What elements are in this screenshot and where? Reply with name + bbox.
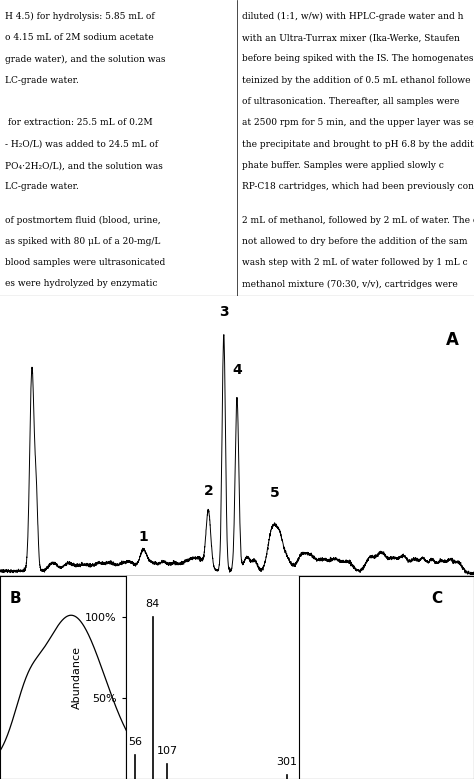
Text: with an Ultra-Turrax mixer (Ika-Werke, Staufen: with an Ultra-Turrax mixer (Ika-Werke, S… xyxy=(242,33,460,42)
Text: o 4.15 mL of 2M sodium acetate: o 4.15 mL of 2M sodium acetate xyxy=(5,33,154,42)
Text: of postmortem fluid (blood, urine,: of postmortem fluid (blood, urine, xyxy=(5,216,160,224)
Text: 50 μL was injected for HPLC analysis.: 50 μL was injected for HPLC analysis. xyxy=(242,386,417,395)
Text: grade water), and the solution was: grade water), and the solution was xyxy=(5,55,165,64)
Text: H 4.5) for hydrolysis: 5.85 mL of: H 4.5) for hydrolysis: 5.85 mL of xyxy=(5,12,155,21)
Text: not allowed to dry before the addition of the sam: not allowed to dry before the addition o… xyxy=(242,237,467,246)
Text: RP-C18 cartridges, which had been previously conc: RP-C18 cartridges, which had been previo… xyxy=(242,182,474,192)
Text: LC-grade water.: LC-grade water. xyxy=(5,182,79,192)
Text: maximum vacuum for 20 min, and the analytes: maximum vacuum for 20 min, and the analy… xyxy=(242,301,458,310)
Y-axis label: Abundance: Abundance xyxy=(72,647,82,709)
Text: phate buffer. Samples were applied slowly c: phate buffer. Samples were applied slowl… xyxy=(242,161,444,170)
Text: B: B xyxy=(10,590,22,605)
Text: diluted (1:1, w/w) with HPLC-grade water and h: diluted (1:1, w/w) with HPLC-grade water… xyxy=(242,12,463,21)
Text: 2: 2 xyxy=(203,484,213,498)
Text: 4: 4 xyxy=(233,363,243,377)
Text: C: C xyxy=(431,590,442,605)
Text: PO₄·2H₂O/L), and the solution was: PO₄·2H₂O/L), and the solution was xyxy=(5,161,163,170)
Text: for extraction: 25.5 mL of 0.2M: for extraction: 25.5 mL of 0.2M xyxy=(5,118,152,128)
Text: teinized by the addition of 0.5 mL ethanol followe: teinized by the addition of 0.5 mL ethan… xyxy=(242,76,470,85)
Text: of ultrasonication. Thereafter, all samples were: of ultrasonication. Thereafter, all samp… xyxy=(242,97,459,106)
Text: 301: 301 xyxy=(276,757,297,767)
Text: 2 mL of methanol, followed by 2 mL of water. The co: 2 mL of methanol, followed by 2 mL of wa… xyxy=(242,216,474,224)
Text: LC-grade water.: LC-grade water. xyxy=(5,76,79,85)
Text: were reconstituted in 80 μL of the mobile phase (so: were reconstituted in 80 μL of the mobil… xyxy=(242,365,474,374)
Text: as spiked with 80 μL of a 20-mg/L: as spiked with 80 μL of a 20-mg/L xyxy=(5,237,160,246)
Text: blood samples were ultrasonicated: blood samples were ultrasonicated xyxy=(5,258,165,267)
Text: 5: 5 xyxy=(270,486,279,500)
Text: 1: 1 xyxy=(138,530,148,545)
Text: methanol mixture (70:30, v/v), cartridges were: methanol mixture (70:30, v/v), cartridge… xyxy=(242,280,457,288)
Text: 84: 84 xyxy=(146,599,160,609)
Text: the precipitate and brought to pH 6.8 by the addit: the precipitate and brought to pH 6.8 by… xyxy=(242,139,474,149)
Text: A: A xyxy=(446,330,458,349)
Text: 56: 56 xyxy=(128,737,143,746)
Text: es were hydrolyzed by enzymatic: es were hydrolyzed by enzymatic xyxy=(5,280,157,288)
Text: with 1 mL of methanol. The elution solvent was e: with 1 mL of methanol. The elution solve… xyxy=(242,322,468,331)
X-axis label: Time (min): Time (min) xyxy=(196,603,278,615)
Text: wash step with 2 mL of water followed by 1 mL c: wash step with 2 mL of water followed by… xyxy=(242,258,467,267)
Text: before being spiked with the IS. The homogenates: before being spiked with the IS. The hom… xyxy=(242,55,473,63)
Text: - H₂O/L) was added to 24.5 mL of: - H₂O/L) was added to 24.5 mL of xyxy=(5,139,158,149)
Text: at 2500 rpm for 5 min, and the upper layer was sep: at 2500 rpm for 5 min, and the upper lay… xyxy=(242,118,474,128)
Text: dryness under a gentle stream of nitrogen. Extract: dryness under a gentle stream of nitroge… xyxy=(242,344,474,352)
Text: urine in a 15-mL centrifuge tube,: urine in a 15-mL centrifuge tube, xyxy=(5,301,161,310)
Text: 107: 107 xyxy=(156,746,178,756)
Text: nidase were added. The tubes: nidase were added. The tubes xyxy=(5,344,143,352)
Text: 3: 3 xyxy=(219,305,228,319)
Text: ate buffer (pH 4.5) and 5500 U: ate buffer (pH 4.5) and 5500 U xyxy=(5,322,147,331)
